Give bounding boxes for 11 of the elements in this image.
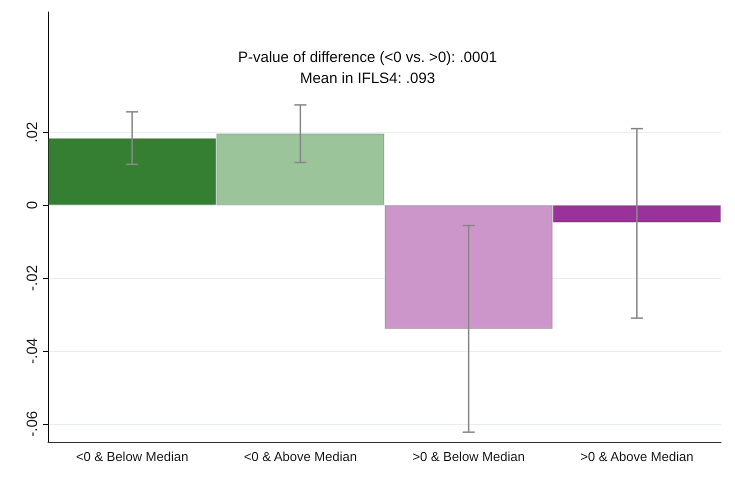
annotation: Mean in IFLS4: .093 — [300, 70, 436, 87]
x-tick-label: >0 & Below Median — [412, 449, 525, 464]
y-tick-label: 0 — [24, 200, 41, 210]
annotation: P-value of difference (<0 vs. >0): .0001 — [238, 49, 498, 66]
x-tick-label: <0 & Below Median — [76, 449, 188, 464]
x-tick-label: >0 & Above Median — [580, 449, 694, 464]
x-tick-label: <0 & Above Median — [244, 449, 357, 464]
y-tick-label: .02 — [24, 122, 41, 143]
y-tick-label: -.02 — [24, 265, 41, 291]
y-tick-label: -.04 — [24, 338, 41, 364]
y-tick-label: -.06 — [24, 410, 41, 437]
